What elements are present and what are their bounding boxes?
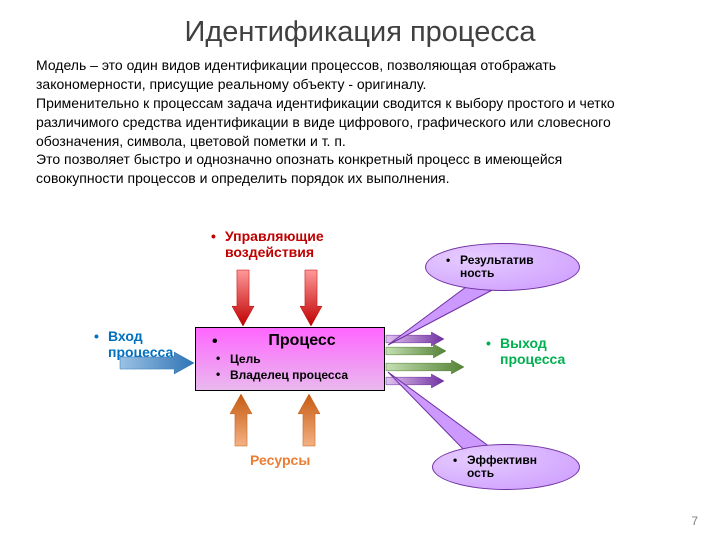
page-number: 7 — [691, 514, 698, 528]
callout-result: Результативность — [425, 243, 580, 291]
callout-tail-efficiency — [0, 0, 720, 540]
process-box: Процесс Цель Владелец процесса — [195, 327, 385, 391]
callout-efficiency-text: Эффективность — [467, 454, 537, 480]
callout-efficiency: Эффективность — [432, 444, 580, 490]
process-title: Процесс — [230, 332, 374, 350]
process-owner: Владелец процесса — [230, 368, 374, 382]
callout-result-text: Результативность — [460, 254, 534, 280]
process-goal: Цель — [230, 352, 374, 366]
